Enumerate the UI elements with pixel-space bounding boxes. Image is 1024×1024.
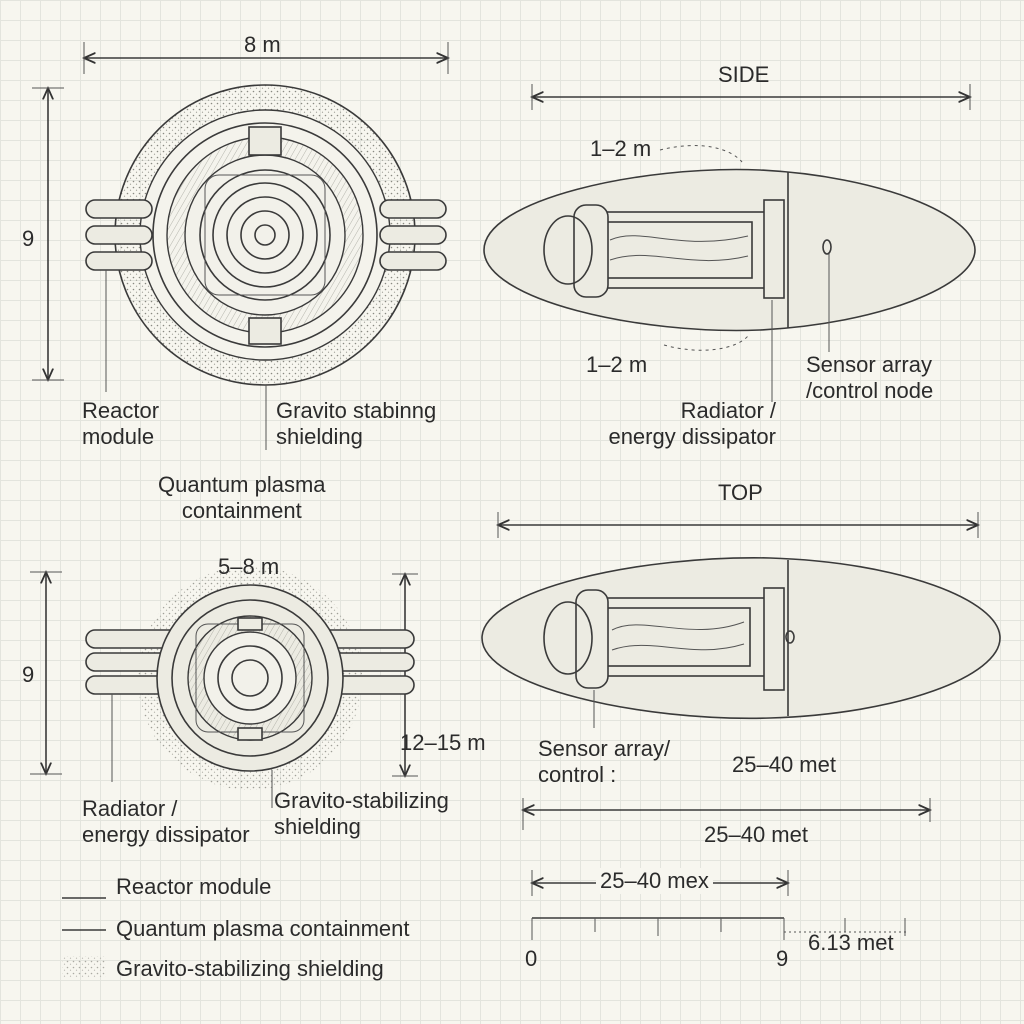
legend-item-plasma: Quantum plasma containment <box>116 916 410 941</box>
label-plasma-containment: Quantum plasma containment <box>158 472 326 523</box>
legend-item-shielding: Gravito-stabilizing shielding <box>116 956 384 981</box>
scale-end: 9 <box>776 946 789 971</box>
label-end-shielding: Gravito-stabilizing shielding <box>274 788 449 839</box>
front-width-dim: 8 m <box>244 32 281 57</box>
legend-swatches <box>62 897 106 978</box>
top-dim-right: 25–40 met <box>732 752 836 777</box>
label-reactor-module: Reactor module <box>82 398 160 449</box>
label-top-sensor: Sensor array/ control : <box>538 736 671 787</box>
label-end-radiator: Radiator / energy dissipator <box>82 796 250 847</box>
side-title: SIDE <box>718 62 770 87</box>
front-height-dim: 9 <box>22 226 35 251</box>
scale-extra: 6.13 met <box>808 930 894 955</box>
side-dim-top: 1–2 m <box>590 136 652 161</box>
front-view <box>32 42 448 450</box>
side-view <box>483 84 976 402</box>
label-side-sensor: Sensor array /control node <box>806 352 934 403</box>
top-dim-length: 25–40 met <box>704 822 808 847</box>
label-gravito-shielding: Gravito stabinng shielding <box>276 398 437 449</box>
left-coils <box>85 199 153 271</box>
end-width-dim: 5–8 m <box>218 554 280 579</box>
scale-span-label: 25–40 mex <box>596 868 713 894</box>
top-title: TOP <box>718 480 763 505</box>
label-side-radiator: Radiator / energy dissipator <box>608 398 776 449</box>
top-view <box>481 512 1001 728</box>
end-depth-dim: 12–15 m <box>400 730 486 755</box>
legend-item-reactor: Reactor module <box>116 874 272 899</box>
scale-zero: 0 <box>525 946 538 971</box>
side-dim-bottom: 1–2 m <box>586 352 648 377</box>
scale-bar <box>531 917 906 940</box>
end-height-dim: 9 <box>22 662 35 687</box>
right-coils <box>379 199 447 271</box>
end-view <box>30 566 418 808</box>
